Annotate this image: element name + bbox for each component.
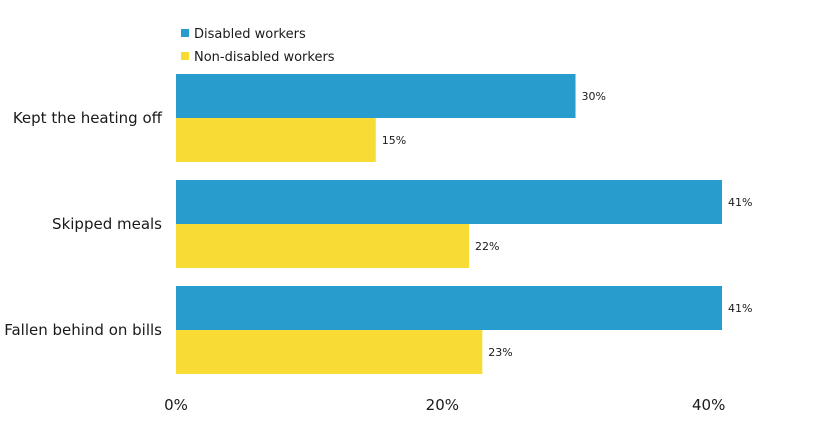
bars bbox=[176, 74, 722, 374]
category-label-1: Skipped meals bbox=[52, 215, 162, 233]
x-tick-label-2: 40% bbox=[692, 396, 725, 414]
category-label-0: Kept the heating off bbox=[13, 109, 163, 127]
legend: Disabled workers Non-disabled workers bbox=[181, 27, 335, 65]
legend-label-1: Non-disabled workers bbox=[194, 50, 335, 65]
bar-0-0 bbox=[176, 74, 576, 118]
bar-1-1 bbox=[176, 224, 469, 268]
bar-0-1 bbox=[176, 180, 722, 224]
bar-1-0 bbox=[176, 118, 376, 162]
legend-swatch-1 bbox=[181, 52, 189, 60]
value-label-1-2: 23% bbox=[488, 346, 512, 359]
x-tick-label-1: 20% bbox=[426, 396, 459, 414]
legend-label-0: Disabled workers bbox=[194, 27, 306, 42]
value-label-0-2: 41% bbox=[728, 302, 752, 315]
value-label-1-1: 22% bbox=[475, 240, 499, 253]
value-label-0-1: 41% bbox=[728, 196, 752, 209]
x-axis-ticks: 0% 20% 40% bbox=[164, 396, 725, 414]
category-labels: Kept the heating off Skipped meals Fallen … bbox=[4, 109, 162, 339]
category-label-2: Fallen behind on bills bbox=[4, 321, 162, 339]
value-label-1-0: 15% bbox=[382, 134, 406, 147]
x-tick-label-0: 0% bbox=[164, 396, 188, 414]
value-labels: 30% 41% 41% 15% 22% 23% bbox=[382, 90, 753, 359]
value-label-0-0: 30% bbox=[582, 90, 606, 103]
bar-1-2 bbox=[176, 330, 483, 374]
legend-swatch-0 bbox=[181, 29, 189, 37]
bar-0-2 bbox=[176, 286, 722, 330]
